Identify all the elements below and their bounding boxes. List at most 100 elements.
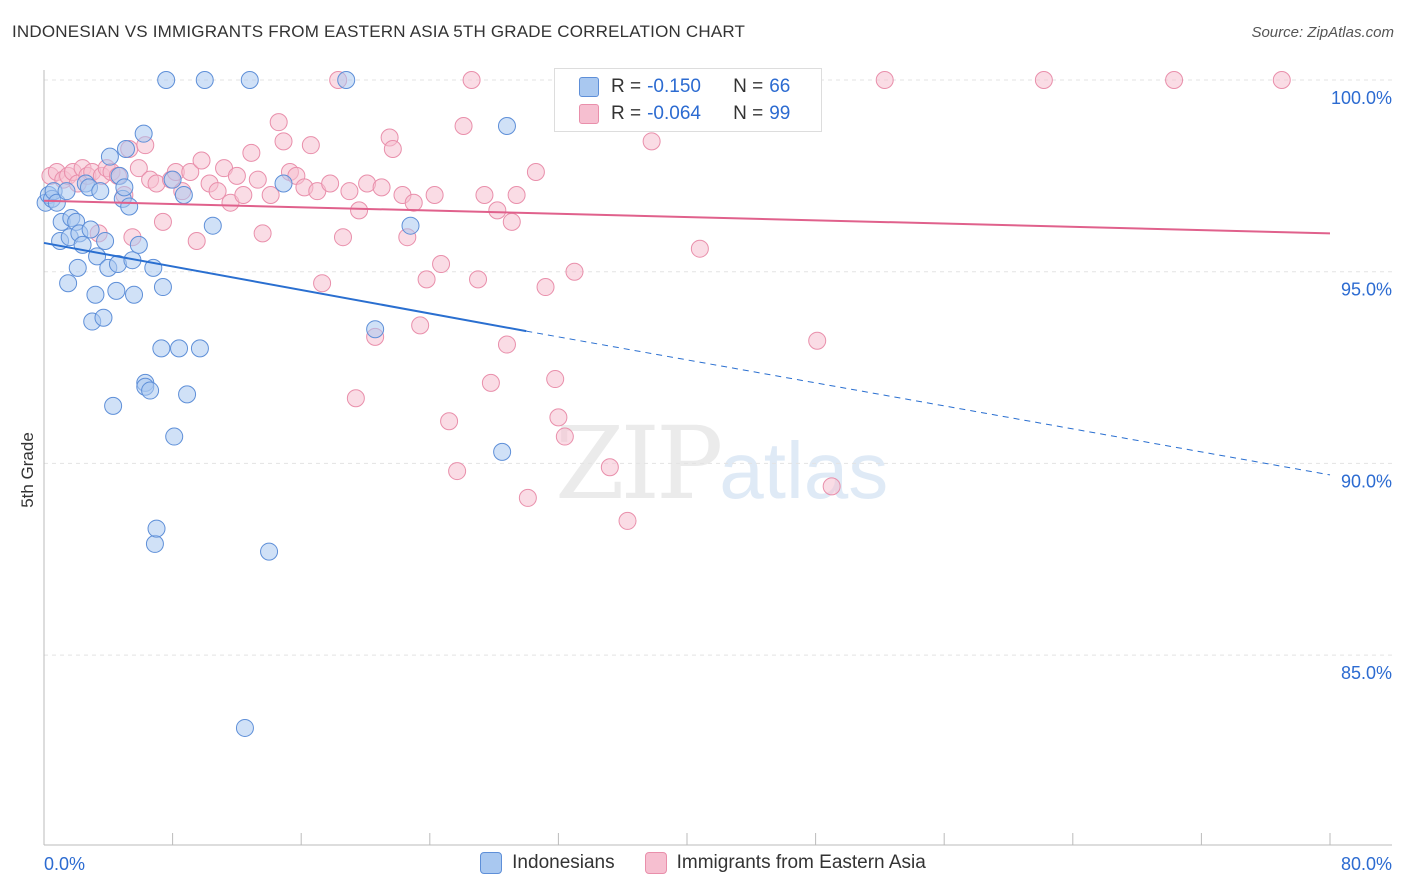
data-point-immigrants xyxy=(469,270,488,289)
legend-swatch-pink xyxy=(579,104,599,124)
data-point-indonesians xyxy=(337,71,356,89)
data-point-immigrants xyxy=(618,511,637,530)
data-point-immigrants xyxy=(383,140,402,159)
data-point-immigrants xyxy=(475,186,494,205)
data-point-indonesians xyxy=(145,534,164,553)
legend-item-immigrants[interactable]: Immigrants from Eastern Asia xyxy=(644,852,926,874)
data-point-indonesians xyxy=(497,117,516,136)
data-point-indonesians xyxy=(274,174,293,193)
tick-labels: 85.0% 90.0% 95.0% 100.0% 0.0% 80.0% xyxy=(44,88,1392,874)
data-point-immigrants xyxy=(875,71,894,89)
data-point-indonesians xyxy=(116,140,135,159)
legend-label-immigrants: Immigrants from Eastern Asia xyxy=(676,852,926,873)
data-point-indonesians xyxy=(163,170,182,189)
data-point-indonesians xyxy=(134,124,153,143)
data-point-indonesians xyxy=(147,519,166,538)
data-point-immigrants xyxy=(350,201,369,220)
legend-row-indonesians: R = -0.150 N = 66 xyxy=(579,74,790,100)
data-point-immigrants xyxy=(340,182,359,201)
data-point-indonesians xyxy=(94,308,113,327)
legend-label-indonesians: Indonesians xyxy=(512,852,615,873)
data-point-indonesians xyxy=(195,71,214,89)
data-point-immigrants xyxy=(1034,71,1053,89)
data-point-immigrants xyxy=(301,136,320,155)
data-point-immigrants xyxy=(261,186,280,205)
data-point-indonesians xyxy=(120,197,139,216)
legend-n-label: N = xyxy=(733,76,764,97)
data-point-immigrants xyxy=(555,427,574,446)
data-point-indonesians xyxy=(47,193,66,212)
data-point-indonesians xyxy=(100,147,119,166)
data-point-indonesians xyxy=(260,542,279,561)
data-point-immigrants xyxy=(448,462,467,481)
legend-r-value: -0.150 xyxy=(647,76,701,97)
data-point-immigrants xyxy=(507,186,526,205)
data-point-indonesians xyxy=(107,281,126,300)
data-point-immigrants xyxy=(321,174,340,193)
trend-lines xyxy=(43,199,1331,476)
data-point-indonesians xyxy=(178,385,197,404)
x-tick-label: 0.0% xyxy=(44,854,85,874)
legend-row-immigrants: R = -0.064 N = 99 xyxy=(579,101,790,127)
data-point-immigrants xyxy=(187,232,206,251)
y-tick-label: 100.0% xyxy=(1331,88,1392,108)
data-point-indonesians xyxy=(59,274,78,293)
data-point-immigrants xyxy=(497,335,516,354)
data-point-immigrants xyxy=(526,163,545,182)
trend-line-indonesians xyxy=(43,241,527,333)
series-legend: Indonesians Immigrants from Eastern Asia xyxy=(0,852,1406,874)
data-point-indonesians xyxy=(68,258,87,277)
data-point-immigrants xyxy=(488,201,507,220)
data-point-immigrants xyxy=(333,228,352,247)
legend-item-indonesians[interactable]: Indonesians xyxy=(480,852,615,874)
data-point-indonesians xyxy=(81,220,100,239)
data-point-indonesians xyxy=(125,285,144,304)
data-point-immigrants xyxy=(192,151,211,170)
data-point-immigrants xyxy=(565,262,584,281)
data-point-immigrants xyxy=(536,278,555,297)
data-point-immigrants xyxy=(1165,71,1184,89)
data-point-immigrants xyxy=(440,412,459,431)
data-point-immigrants xyxy=(269,113,288,132)
data-point-immigrants xyxy=(346,389,365,408)
data-point-immigrants xyxy=(822,477,841,496)
legend-r-label: R = xyxy=(611,76,642,97)
watermark-atlas: atlas xyxy=(719,426,889,515)
data-point-immigrants xyxy=(208,182,227,201)
legend-n-label: N = xyxy=(733,103,764,124)
data-point-immigrants xyxy=(425,186,444,205)
y-tick-label: 85.0% xyxy=(1341,663,1392,683)
series-immigrants-points xyxy=(41,71,1291,530)
legend-r-label: R = xyxy=(611,103,642,124)
legend-n-value: 66 xyxy=(769,76,791,97)
data-point-immigrants xyxy=(153,212,172,231)
data-point-indonesians xyxy=(366,320,385,339)
data-point-immigrants xyxy=(404,193,423,212)
trend-line-immigrants xyxy=(43,199,1331,235)
y-tick-label: 95.0% xyxy=(1341,280,1392,300)
data-point-indonesians xyxy=(235,718,254,737)
data-point-immigrants xyxy=(454,117,473,136)
data-point-immigrants xyxy=(690,239,709,258)
data-point-immigrants xyxy=(549,408,568,427)
data-point-immigrants xyxy=(481,373,500,392)
data-point-indonesians xyxy=(96,232,115,251)
data-point-immigrants xyxy=(600,458,619,477)
data-point-indonesians xyxy=(86,285,105,304)
data-point-immigrants xyxy=(546,370,565,389)
data-point-immigrants xyxy=(1272,71,1291,89)
data-point-indonesians xyxy=(152,339,171,358)
data-point-indonesians xyxy=(493,442,512,461)
data-point-immigrants xyxy=(227,166,246,185)
data-point-immigrants xyxy=(129,159,148,178)
data-point-immigrants xyxy=(248,170,267,189)
data-point-immigrants xyxy=(502,212,521,231)
data-point-immigrants xyxy=(181,163,200,182)
data-point-immigrants xyxy=(808,331,827,350)
data-point-indonesians xyxy=(190,339,209,358)
data-point-indonesians xyxy=(401,216,420,235)
data-point-immigrants xyxy=(234,186,253,205)
data-point-indonesians xyxy=(129,235,148,254)
data-point-immigrants xyxy=(462,71,481,89)
